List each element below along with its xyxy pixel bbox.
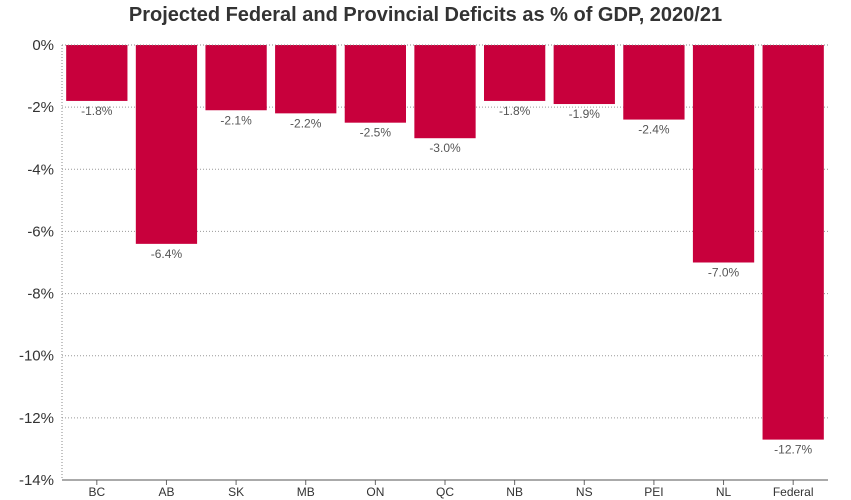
y-tick-label: -4%	[27, 161, 54, 178]
data-label: -1.9%	[569, 107, 601, 121]
x-tick-label: BC	[88, 485, 105, 499]
data-label: -1.8%	[499, 104, 531, 118]
bar-pei	[623, 45, 685, 120]
y-tick-label: -2%	[27, 99, 54, 116]
bar-sk	[205, 45, 267, 111]
x-tick-label: ON	[366, 485, 384, 499]
data-label: -1.8%	[81, 104, 113, 118]
bar-federal	[762, 45, 824, 440]
bars	[66, 45, 824, 440]
y-tick-label: -10%	[19, 348, 54, 365]
data-label: -2.2%	[290, 116, 322, 130]
chart-title: Projected Federal and Provincial Deficit…	[128, 4, 723, 26]
y-tick-label: -8%	[27, 286, 54, 303]
x-tick-label: AB	[158, 485, 174, 499]
axes	[61, 44, 828, 485]
labels: 0% -2% -4% -6% -8% -10% -12% -14% -1.8% BC -6.4% AB…	[19, 37, 814, 499]
x-tick-label: NS	[576, 485, 593, 499]
y-tick-label: -6%	[27, 223, 54, 240]
x-tick-label: MB	[297, 485, 315, 499]
y-tick-label: -14%	[19, 472, 54, 489]
data-label: -12.7%	[774, 443, 812, 457]
bar-qc	[414, 45, 476, 139]
bar-bc	[66, 45, 128, 101]
data-label: -3.0%	[429, 141, 461, 155]
data-label: -2.4%	[638, 123, 670, 137]
x-tick-label: SK	[228, 485, 244, 499]
y-tick-label: -12%	[19, 410, 54, 427]
x-tick-label: NL	[716, 485, 732, 499]
bar-ab	[135, 45, 198, 244]
bar-on	[344, 45, 407, 123]
bar-mb	[275, 45, 337, 114]
bar-ns	[553, 45, 615, 105]
x-tick-label: QC	[436, 485, 454, 499]
y-tick-label: 0%	[32, 37, 54, 54]
data-label: -6.4%	[151, 247, 183, 261]
data-label: -2.1%	[220, 113, 252, 127]
bar-nb	[483, 45, 546, 101]
x-tick-label: NB	[506, 485, 523, 499]
data-label: -2.5%	[360, 126, 392, 140]
data-label: -7.0%	[708, 266, 740, 280]
x-tick-label: Federal	[773, 485, 814, 499]
bar-nl	[692, 45, 755, 263]
x-tick-label: PEI	[644, 485, 663, 499]
